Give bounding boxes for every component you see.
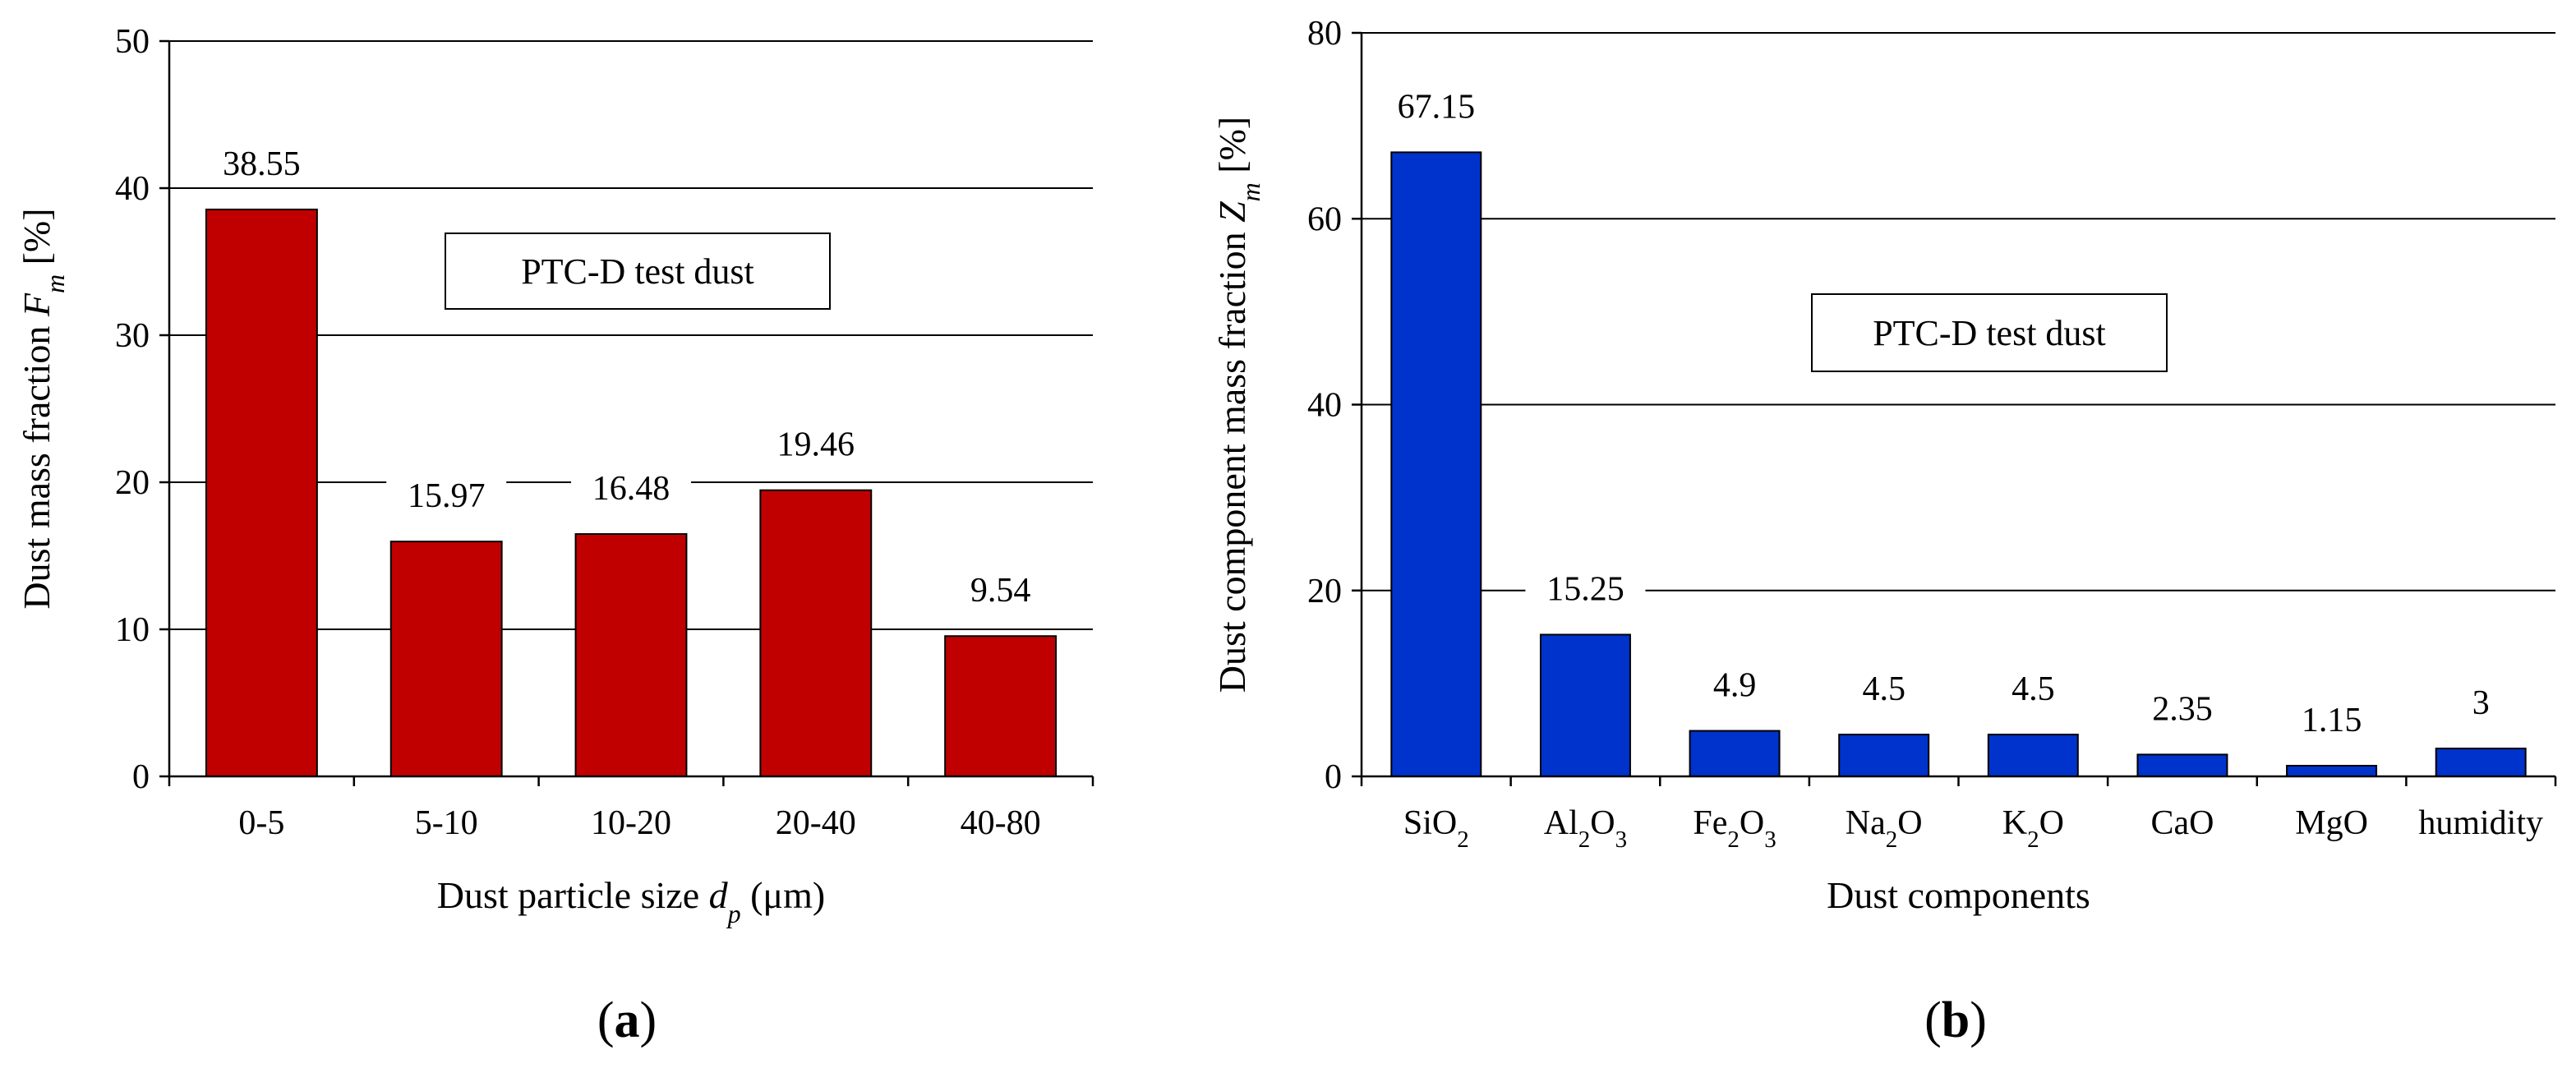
data-label-backdrop [201,145,322,183]
gridlines [169,40,1093,630]
y-tick-label: 0 [132,758,150,796]
x-axis-title: Dust particle size dp (μm) [437,874,825,928]
data-label-backdrop [755,426,876,464]
data-label-Al2O3: 15.25 [1546,570,1624,608]
bar-MgO [2286,764,2378,777]
data-label-backdrop [949,572,1052,610]
x-tick-label-MgO: MgO [2295,804,2368,842]
data-label-backdrop [2280,701,2383,739]
data-label-backdrop [2457,684,2505,723]
bar-series: 38.55 15.97 16.48 19.46 9.54 [201,145,1058,778]
y-tick-label: 80 [1307,15,1342,53]
x-tick-label-20-40: 20-40 [776,804,856,842]
data-label-backdrop [1991,670,2076,709]
x-tick-label-CaO: CaO [2150,804,2214,842]
x-tick-label-0-5: 0-5 [238,804,284,842]
data-label-backdrop [2131,690,2233,729]
y-tick-label: 20 [115,464,150,502]
y-tick-label: 30 [115,317,150,355]
y-tick-label: 40 [115,170,150,208]
data-label-CaO: 2.35 [2152,690,2213,728]
x-tick-label-K2O: K2O [2002,804,2064,853]
y-tick-label: 10 [115,611,150,649]
annotation-box: PTC-D test dust [445,233,831,310]
chart-panel-b: PTC-D test dust 67.15 15.25 4.9 4.5 4.5 2.35 1.… [1211,15,2557,1048]
bar-SiO2 [1390,151,1482,778]
y-tick-label: 0 [1325,758,1342,796]
x-axis-title: Dust components [1827,874,2090,916]
data-label-40-80: 9.54 [970,572,1031,610]
axes: 0 10 20 30 40 50 0-5 5-10 10-20 20-40 40-80 [115,23,1094,842]
data-label-20-40: 19.46 [777,426,855,464]
annotation-box-label: PTC-D test dust [521,251,754,292]
bar-5-10 [389,541,503,778]
bar-Na2O [1838,734,1930,777]
x-tick-label-Fe2O3: Fe2O3 [1693,804,1776,853]
bar-20-40 [759,489,873,778]
y-axis-title: Dust mass fraction Fm [%] [16,208,70,609]
data-label-0-5: 38.55 [223,145,301,183]
y-axis-title: Dust component mass fraction Zm [%] [1211,117,1265,693]
y-tick-label: 20 [1307,573,1342,610]
data-label-Na2O: 4.5 [1862,670,1906,708]
x-tick-label-5-10: 5-10 [415,804,478,842]
y-tick-label: 50 [115,23,150,61]
bar-10-20 [574,533,688,777]
data-label-backdrop [1693,666,1777,705]
data-label-MgO: 1.15 [2302,702,2362,739]
bar-Fe2O3 [1689,730,1781,777]
annotation-box-frame [1811,293,2168,372]
axes: 0 20 40 60 80 SiO2 Al2O3 Fe2O3 Na2O K2O CaO MgO humi… [1307,15,2557,853]
data-label-backdrop [1841,670,1926,709]
bar-0-5 [205,208,318,777]
panel-label: (a) [597,992,657,1048]
x-tick-label-humidity: humidity [2418,804,2543,842]
bar-CaO [2136,753,2228,778]
data-label-10-20: 16.48 [592,470,670,508]
data-label-5-10: 15.97 [408,477,486,515]
bar-humidity [2435,748,2527,777]
data-label-backdrop [571,470,691,509]
annotation-box-label: PTC-D test dust [1873,313,2106,353]
bar-Al2O3 [1539,633,1631,777]
data-label-Fe2O3: 4.9 [1713,667,1757,705]
data-label-SiO2: 67.15 [1398,88,1476,126]
x-tick-label-10-20: 10-20 [591,804,671,842]
x-tick-label-Al2O3: Al2O3 [1544,804,1627,853]
panel-label: (b) [1924,992,1987,1048]
bar-series: 67.15 15.25 4.9 4.5 4.5 2.35 1.15 3 [1376,88,2527,778]
annotation-box-frame [445,233,831,310]
bar-40-80 [944,635,1058,778]
x-tick-label-Na2O: Na2O [1846,804,1923,853]
data-label-K2O: 4.5 [2011,670,2055,708]
y-tick-label: 60 [1307,200,1342,238]
data-label-backdrop [386,477,507,516]
data-label-humidity: 3 [2472,684,2490,722]
annotation-box: PTC-D test dust [1811,293,2168,372]
data-label-backdrop [1376,88,1496,127]
y-tick-label: 40 [1307,387,1342,425]
x-tick-label-SiO2: SiO2 [1403,804,1469,853]
data-label-backdrop [1525,570,1646,609]
x-tick-label-40-80: 40-80 [961,804,1041,842]
bar-K2O [1987,734,2079,777]
